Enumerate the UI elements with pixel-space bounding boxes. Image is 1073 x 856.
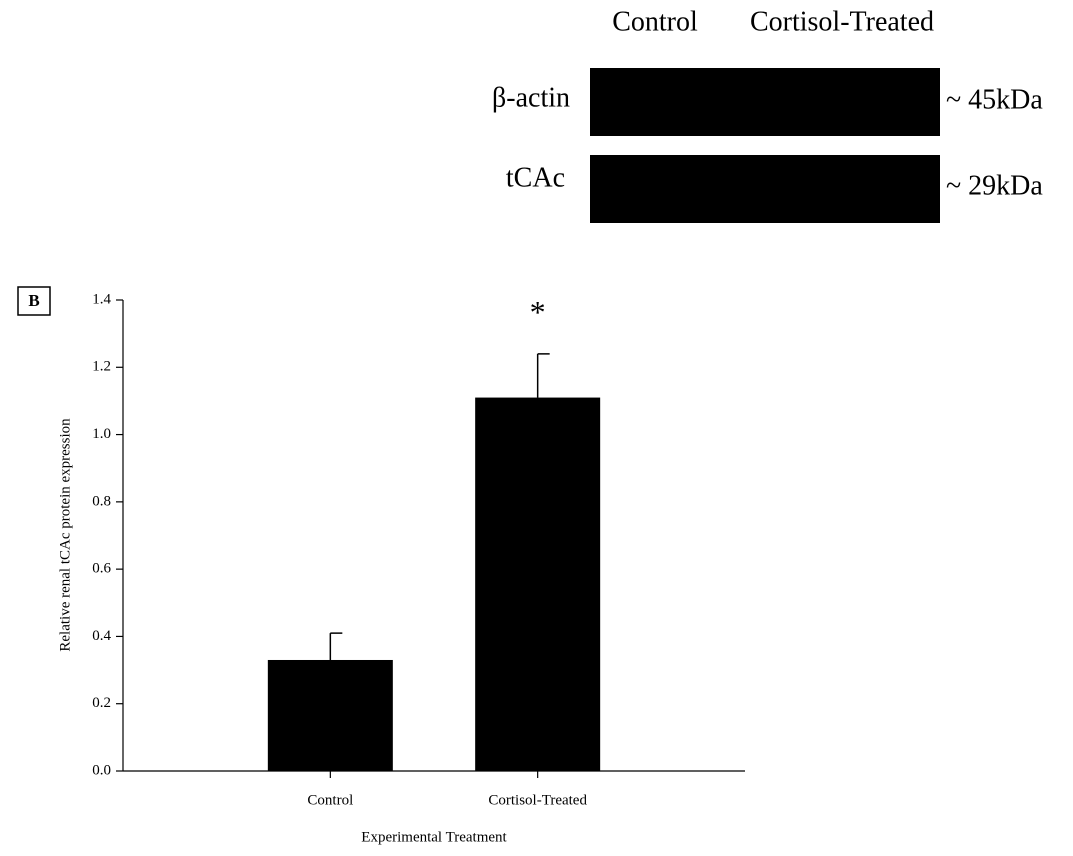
page: Control Cortisol-Treated β-actin tCAc ~ … — [0, 0, 1073, 856]
x-axis-title: Experimental Treatment — [361, 829, 507, 845]
figure: Control Cortisol-Treated β-actin tCAc ~ … — [0, 0, 1073, 856]
row-label: β-actin — [492, 82, 570, 113]
x-tick-label: Cortisol-Treated — [488, 792, 587, 808]
bar — [475, 398, 600, 771]
significance-marker: * — [530, 294, 546, 330]
blot-band — [590, 68, 940, 136]
error-bar — [538, 354, 550, 398]
y-tick-label: 1.4 — [92, 291, 111, 307]
size-label: ~ 45kDa — [946, 84, 1043, 115]
y-axis-title: Relative renal tCAc protein expression — [57, 418, 73, 652]
y-tick-label: 1.2 — [92, 359, 111, 375]
x-tick-label: Control — [307, 792, 353, 808]
lane-label: Cortisol-Treated — [750, 6, 934, 37]
error-bar — [330, 633, 342, 660]
y-tick-label: 0.6 — [92, 561, 111, 577]
row-label: tCAc — [506, 162, 565, 193]
y-tick-label: 0.2 — [92, 695, 111, 711]
lane-label: Control — [612, 6, 698, 37]
y-tick-label: 1.0 — [92, 426, 111, 442]
panel-label: B — [28, 291, 39, 310]
size-label: ~ 29kDa — [946, 170, 1043, 201]
y-tick-label: 0.8 — [92, 493, 111, 509]
y-tick-label: 0.4 — [92, 628, 111, 644]
blot-band — [590, 155, 940, 223]
bar — [268, 660, 393, 771]
y-tick-label: 0.0 — [92, 762, 111, 778]
